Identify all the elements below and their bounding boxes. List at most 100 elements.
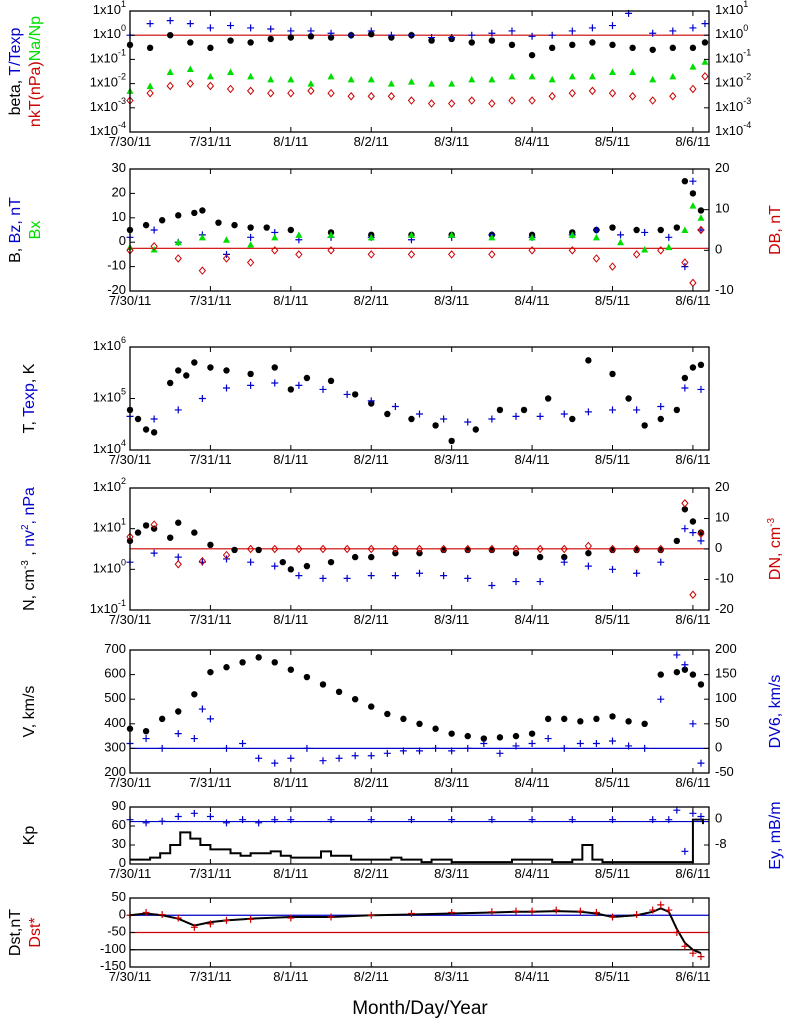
data-point [448,99,456,108]
data-point [464,574,472,582]
x-tick-label: 8/6/11 [675,775,710,790]
data-point [367,250,375,259]
right-y-axis-title: DV6, km/s [767,675,784,749]
data-point [448,80,456,87]
x-tick-label: 7/31/11 [189,612,231,627]
data-point [206,920,214,928]
series-0-black [130,818,704,864]
data-point [167,32,174,39]
y-tick-label: -10 [107,258,126,273]
data-point [166,17,174,25]
data-point [472,426,479,433]
data-point [391,544,400,554]
data-point [223,744,230,752]
data-point [508,72,516,80]
data-point [592,254,601,263]
data-point [697,225,705,235]
data-point [673,651,681,659]
data-point [488,37,496,44]
data-point [464,546,471,554]
data-point [267,88,275,98]
data-point [697,207,705,214]
data-point [271,379,279,387]
data-point [416,569,423,577]
x-tick-label: 8/3/11 [434,775,469,790]
data-point [669,44,677,52]
data-point [681,178,689,185]
data-point [609,913,616,921]
data-point [633,226,640,234]
y-tick-label: 1x106 [93,335,126,353]
data-point [689,24,697,32]
data-point [681,374,689,382]
x-tick-label: 7/30/11 [109,452,151,467]
x-tick-label: 7/30/11 [109,969,151,984]
data-point [146,44,154,52]
x-tick-label: 8/6/11 [675,452,710,467]
data-point [158,744,166,752]
data-point [287,914,295,922]
data-point [641,422,648,429]
data-point [319,757,327,765]
panel-v: 700600500400300200200150100500-507/30/11… [21,641,784,790]
data-point [657,402,665,410]
data-point [488,250,496,259]
data-point [247,370,254,378]
data-point [327,29,335,37]
data-point [174,559,182,569]
data-point [649,29,657,37]
data-point [448,250,456,259]
right-y-tick-label: -50 [715,764,734,779]
data-point [206,715,214,723]
data-point [657,544,665,554]
x-tick-label: 8/1/11 [273,969,308,984]
data-point [560,544,568,554]
data-point [343,544,351,554]
y-tick-label: 50 [112,889,126,904]
data-point [512,412,520,420]
data-point [187,39,194,46]
data-point [351,696,359,703]
y-axis-title: beta, T/Texp [7,28,24,116]
data-point [641,720,648,727]
data-point [142,727,150,735]
data-point [368,553,375,561]
data-point [407,816,415,824]
x-tick-label: 8/5/11 [595,452,630,467]
data-point [689,278,697,288]
plot-frame [129,806,710,865]
data-point [287,754,295,762]
data-point [239,659,246,666]
data-point [608,88,617,98]
right-y-tick-label: 1x100 [715,24,748,42]
data-point [528,51,536,59]
data-point [227,37,234,44]
series-1-red [126,901,705,961]
data-point [239,816,247,824]
right-y-tick-label: 10 [715,201,729,216]
data-point [246,544,255,554]
data-point [576,907,584,915]
data-point [247,381,255,389]
x-tick-label: 7/31/11 [189,293,231,308]
y-axis-title: Dst,nT [7,909,24,956]
data-point [432,744,440,752]
x-tick-label: 8/4/11 [514,452,549,467]
data-point [585,549,592,557]
data-point [146,20,154,28]
data-point [287,816,295,824]
x-tick-label: 7/31/11 [189,452,231,467]
data-point [701,58,709,65]
data-point [222,254,231,263]
right-y-tick-label: 0 [715,740,722,755]
data-point [174,406,182,414]
y-tick-label: 1x10-1 [90,598,126,616]
data-point [608,544,617,554]
data-point [303,744,311,752]
x-tick-label: 8/2/11 [354,612,389,627]
data-point [681,258,689,267]
data-point [633,546,640,554]
data-point [384,710,391,718]
data-point [673,224,681,231]
data-point [697,813,705,820]
